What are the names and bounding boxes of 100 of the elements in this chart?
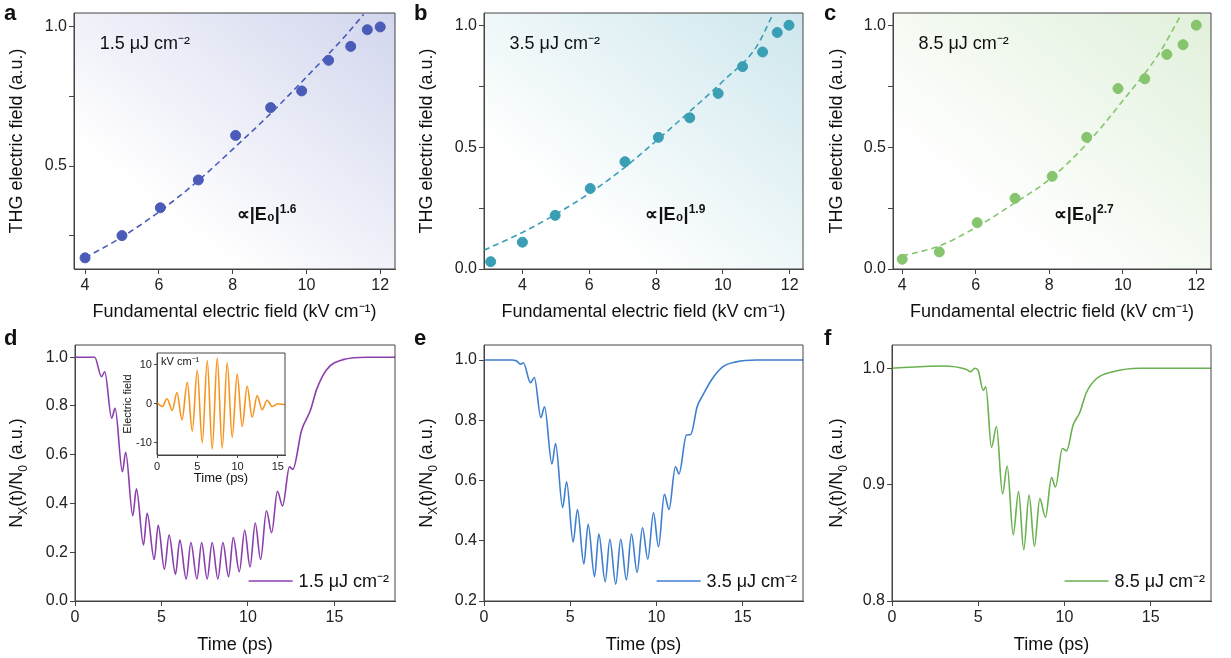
point (1046, 170, 1058, 182)
x-tick-label: 4 (897, 276, 907, 294)
annotation: kV cm⁻¹ (161, 355, 200, 367)
y-tick-label: 1.0 (863, 15, 887, 33)
point (192, 174, 204, 186)
y-tick-label: 0.5 (44, 156, 68, 174)
point (361, 24, 373, 36)
y-tick-label: 0.0 (45, 591, 69, 609)
annotation: 3.5 μJ cm⁻² (509, 32, 600, 53)
legend-label: 3.5 μJ cm⁻² (706, 571, 798, 591)
point (771, 27, 783, 39)
point (1177, 39, 1189, 51)
y-axis-title: Electric field (121, 374, 133, 434)
x-tick-label: 10 (239, 608, 257, 626)
point (757, 46, 769, 58)
y-tick-label: 0.8 (862, 591, 886, 609)
y-tick-label: 1.0 (454, 15, 478, 33)
x-tick-label: 0 (153, 459, 161, 472)
x-tick-label: 4 (517, 276, 527, 294)
point (154, 202, 166, 214)
x-tick-label: 10 (231, 459, 244, 472)
chart-title: e (414, 325, 427, 350)
x-axis-title: Fundamental electric field (kV cm⁻¹) (92, 301, 377, 321)
x-tick-label: 4 (80, 276, 90, 294)
x-tick-label: 5 (194, 459, 201, 472)
y-tick-label: 0.5 (454, 137, 478, 155)
y-tick-label: 0.6 (45, 445, 69, 463)
point (1112, 83, 1124, 95)
x-tick-label: 10 (1055, 608, 1074, 626)
x-tick-label: 8 (228, 276, 238, 294)
y-tick-label: 0.9 (862, 475, 886, 493)
y-tick-label: 0.4 (45, 493, 69, 511)
line-series (892, 365, 1211, 551)
point (230, 129, 242, 141)
point (737, 61, 749, 73)
y-tick-label: 0.0 (863, 259, 887, 277)
y-tick-label: 0.5 (863, 137, 887, 155)
x-tick-label: 6 (584, 276, 594, 294)
x-tick-label: 15 (733, 608, 752, 626)
x-axis-title: Fundamental electric field (kV cm⁻¹) (501, 301, 786, 321)
x-tick-label: 5 (565, 608, 575, 626)
x-tick-label: 0 (479, 608, 489, 626)
chart-title: a (4, 0, 17, 25)
x-axis-title: Time (ps) (605, 634, 682, 654)
y-tick-label: 1.0 (862, 358, 886, 376)
point (296, 85, 308, 97)
y-tick-label: 10 (139, 357, 152, 370)
x-axis-title: Fundamental electric field (kV cm⁻¹) (909, 301, 1195, 321)
x-axis-title: Time (ps) (1013, 634, 1090, 654)
x-axis-title: Time (ps) (197, 634, 273, 654)
point (516, 236, 528, 248)
y-axis-title: NX(t)/N0 (a.u.) (826, 418, 851, 528)
y-tick-label: 0.0 (454, 259, 478, 277)
y-tick-label: 1.0 (45, 347, 69, 365)
point (374, 21, 386, 33)
x-tick-label: 6 (971, 276, 981, 294)
y-tick-label: -10 (136, 435, 152, 448)
y-axis-title: THG electric field (a.u.) (6, 48, 26, 234)
chart-title: d (4, 325, 18, 350)
point (896, 253, 908, 265)
annotation: 1.5 μJ cm⁻² (99, 32, 191, 53)
y-axis-title: NX(t)/N0 (a.u.) (6, 418, 31, 528)
point (584, 183, 596, 195)
y-tick-label: 0.8 (454, 410, 478, 428)
y-tick-label: 0 (145, 396, 152, 409)
x-tick-label: 10 (1113, 276, 1132, 294)
point (619, 156, 631, 168)
point (652, 131, 664, 143)
point (1081, 131, 1093, 143)
x-axis-title: Time (ps) (193, 470, 249, 485)
x-tick-label: 12 (1187, 276, 1206, 294)
y-tick-label: 1.0 (454, 350, 478, 368)
point (971, 217, 983, 229)
x-tick-label: 5 (157, 608, 167, 626)
point (116, 230, 128, 242)
x-tick-label: 8 (1044, 276, 1054, 294)
x-tick-label: 15 (325, 608, 344, 626)
point (933, 246, 945, 258)
y-axis-title: THG electric field (a.u.) (416, 48, 436, 234)
x-tick-label: 8 (651, 276, 661, 294)
x-tick-label: 10 (297, 276, 316, 294)
x-tick-label: 5 (973, 608, 983, 626)
point (549, 209, 561, 221)
legend-label: 8.5 μJ cm⁻² (1114, 571, 1206, 591)
point (1009, 192, 1021, 204)
point (79, 252, 91, 264)
point (345, 40, 357, 52)
y-tick-label: 0.4 (454, 531, 478, 549)
x-tick-label: 6 (154, 276, 164, 294)
y-tick-label: 0.2 (454, 591, 478, 609)
x-tick-label: 0 (70, 608, 80, 626)
y-tick-label: 0.6 (454, 470, 478, 488)
chart-title: c (824, 0, 837, 25)
y-axis-title: THG electric field (a.u.) (826, 48, 846, 234)
x-tick-label: 12 (371, 276, 390, 294)
point (783, 19, 795, 31)
y-tick-label: 0.2 (45, 542, 69, 560)
chart-title: b (414, 0, 428, 25)
point (485, 256, 497, 268)
x-tick-label: 10 (647, 608, 666, 626)
